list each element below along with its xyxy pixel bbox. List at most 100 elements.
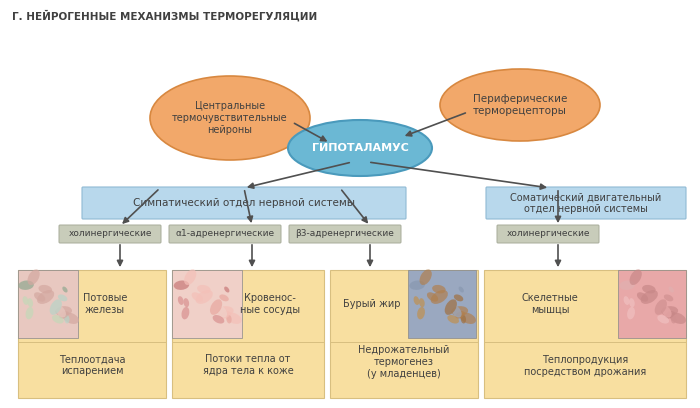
Ellipse shape xyxy=(192,292,203,302)
Text: Кровенос-
ные сосуды: Кровенос- ные сосуды xyxy=(240,293,300,315)
Ellipse shape xyxy=(22,296,29,305)
Ellipse shape xyxy=(419,298,425,307)
Ellipse shape xyxy=(216,305,227,317)
Ellipse shape xyxy=(461,315,466,324)
Ellipse shape xyxy=(217,306,234,316)
Ellipse shape xyxy=(629,269,642,285)
Ellipse shape xyxy=(454,295,463,302)
Ellipse shape xyxy=(432,285,446,293)
Ellipse shape xyxy=(64,315,69,324)
Ellipse shape xyxy=(410,280,425,290)
Ellipse shape xyxy=(430,290,448,304)
Text: Скелетные
мышцы: Скелетные мышцы xyxy=(522,293,578,315)
Ellipse shape xyxy=(178,296,183,305)
Ellipse shape xyxy=(288,120,432,176)
Ellipse shape xyxy=(440,69,600,141)
Text: холинергические: холинергические xyxy=(506,229,589,239)
Text: β3-адренергические: β3-адренергические xyxy=(295,229,394,239)
FancyBboxPatch shape xyxy=(618,270,686,338)
Text: Потоки тепла от
ядра тела к коже: Потоки тепла от ядра тела к коже xyxy=(202,354,293,376)
Ellipse shape xyxy=(458,286,464,293)
Ellipse shape xyxy=(60,311,69,319)
Ellipse shape xyxy=(455,311,465,319)
Ellipse shape xyxy=(52,295,70,306)
Ellipse shape xyxy=(627,307,635,319)
Ellipse shape xyxy=(414,296,419,305)
Text: Потовые
железы: Потовые железы xyxy=(83,293,127,315)
Ellipse shape xyxy=(58,295,67,302)
Ellipse shape xyxy=(50,299,62,315)
Ellipse shape xyxy=(197,285,211,293)
Ellipse shape xyxy=(460,313,476,324)
Ellipse shape xyxy=(417,307,425,319)
Text: Периферические
терморецепторы: Периферические терморецепторы xyxy=(473,94,567,116)
FancyBboxPatch shape xyxy=(82,187,406,219)
Ellipse shape xyxy=(27,298,33,307)
Text: холинергические: холинергические xyxy=(69,229,152,239)
Ellipse shape xyxy=(213,315,224,324)
FancyBboxPatch shape xyxy=(497,225,599,243)
Ellipse shape xyxy=(183,298,189,307)
FancyBboxPatch shape xyxy=(18,270,78,338)
Ellipse shape xyxy=(668,286,674,293)
Text: Соматический двигательный
отдел нервной системы: Соматический двигательный отдел нервной … xyxy=(510,192,662,214)
Ellipse shape xyxy=(18,280,34,290)
Ellipse shape xyxy=(654,299,667,315)
Ellipse shape xyxy=(26,307,34,319)
Ellipse shape xyxy=(444,299,457,315)
Ellipse shape xyxy=(184,269,196,285)
Text: Недрожательный
термогенез
(у младенцев): Недрожательный термогенез (у младенцев) xyxy=(358,346,449,379)
Ellipse shape xyxy=(63,313,79,324)
Ellipse shape xyxy=(174,280,189,290)
Ellipse shape xyxy=(219,295,229,302)
Text: Теплопродукция
посредством дрожания: Теплопродукция посредством дрожания xyxy=(524,355,646,377)
Ellipse shape xyxy=(452,306,468,316)
Ellipse shape xyxy=(419,269,432,285)
Text: Симпатический отдел нервной системы: Симпатический отдел нервной системы xyxy=(133,198,355,208)
Ellipse shape xyxy=(447,315,459,324)
Text: ГИПОТАЛАМУС: ГИПОТАЛАМУС xyxy=(312,143,408,153)
Ellipse shape xyxy=(657,315,669,324)
Ellipse shape xyxy=(224,286,230,293)
FancyBboxPatch shape xyxy=(59,225,161,243)
FancyBboxPatch shape xyxy=(486,187,686,219)
FancyBboxPatch shape xyxy=(408,270,476,338)
Ellipse shape xyxy=(150,76,310,160)
Ellipse shape xyxy=(34,292,46,302)
Ellipse shape xyxy=(670,313,686,324)
Text: α1-адренергические: α1-адренергические xyxy=(176,229,274,239)
Ellipse shape xyxy=(448,295,466,306)
Ellipse shape xyxy=(210,299,222,315)
Ellipse shape xyxy=(27,269,40,285)
Text: Теплоотдача
испарением: Теплоотдача испарением xyxy=(59,354,125,376)
Ellipse shape xyxy=(62,286,68,293)
Ellipse shape xyxy=(226,315,232,324)
FancyBboxPatch shape xyxy=(172,270,324,398)
Text: Центральные
термочувствительные
нейроны: Центральные термочувствительные нейроны xyxy=(172,102,288,135)
FancyBboxPatch shape xyxy=(172,270,242,338)
FancyBboxPatch shape xyxy=(484,270,686,398)
Ellipse shape xyxy=(637,292,648,302)
Ellipse shape xyxy=(181,307,189,319)
Ellipse shape xyxy=(620,280,635,290)
FancyBboxPatch shape xyxy=(289,225,401,243)
Ellipse shape xyxy=(214,295,231,306)
Ellipse shape xyxy=(629,298,635,307)
Ellipse shape xyxy=(640,290,658,304)
FancyBboxPatch shape xyxy=(330,270,478,398)
Ellipse shape xyxy=(55,305,66,317)
Ellipse shape xyxy=(427,292,438,302)
Ellipse shape xyxy=(664,295,673,302)
Ellipse shape xyxy=(52,315,64,324)
FancyBboxPatch shape xyxy=(169,225,281,243)
Ellipse shape xyxy=(662,306,678,316)
Ellipse shape xyxy=(221,311,230,319)
Text: Г. НЕЙРОГЕННЫЕ МЕХАНИЗМЫ ТЕРМОРЕГУЛЯЦИИ: Г. НЕЙРОГЕННЫЕ МЕХАНИЗМЫ ТЕРМОРЕГУЛЯЦИИ xyxy=(12,10,317,22)
Ellipse shape xyxy=(662,305,671,317)
Ellipse shape xyxy=(38,285,52,293)
Ellipse shape xyxy=(225,313,241,324)
Ellipse shape xyxy=(195,290,213,304)
Ellipse shape xyxy=(55,306,72,316)
Ellipse shape xyxy=(624,296,629,305)
Ellipse shape xyxy=(37,290,54,304)
